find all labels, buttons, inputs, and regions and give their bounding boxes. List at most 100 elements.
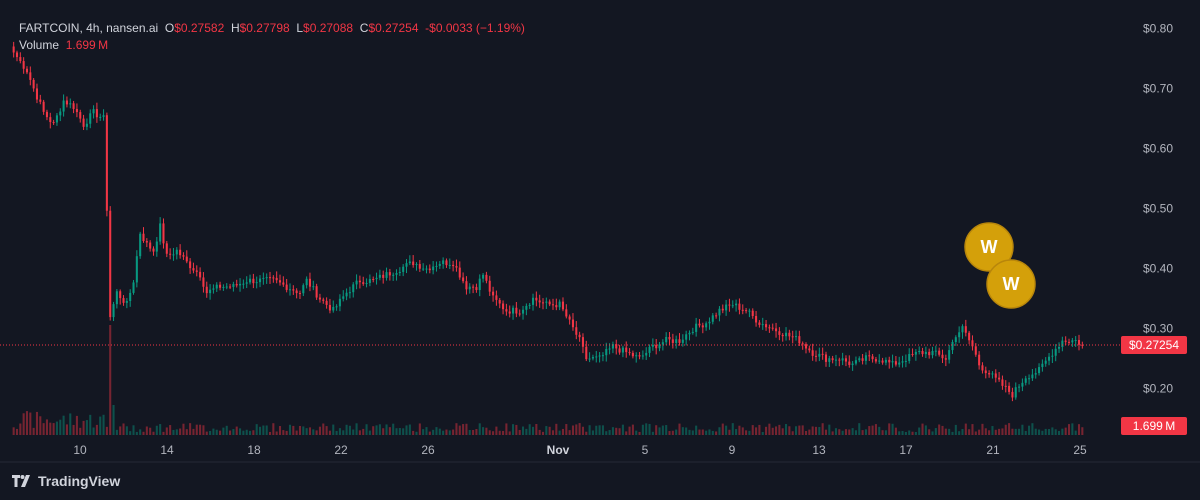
- volume-bar: [115, 429, 118, 435]
- volume-bar: [758, 424, 761, 435]
- volume-bar: [648, 423, 651, 435]
- candle-body: [601, 355, 604, 357]
- candle-body: [798, 336, 801, 344]
- candle-body: [811, 350, 814, 356]
- volume-bar: [818, 427, 821, 435]
- candle-body: [814, 355, 818, 357]
- candle-body: [685, 334, 688, 340]
- candle-body: [884, 359, 887, 363]
- volume-bar: [834, 428, 838, 435]
- candle-body: [731, 305, 734, 307]
- volume-bar: [578, 423, 581, 435]
- candle-body: [268, 277, 272, 279]
- volume-bar: [149, 427, 152, 435]
- volume-bar: [981, 423, 984, 435]
- candle-body: [681, 339, 684, 343]
- volume-bar: [345, 424, 348, 435]
- candle-body: [765, 324, 768, 328]
- candle-body: [555, 305, 558, 308]
- candle-body: [635, 355, 638, 357]
- volume-bar: [598, 425, 601, 435]
- volume-bar: [265, 425, 268, 435]
- x-tick-label: 13: [812, 443, 826, 457]
- candle-body: [442, 260, 445, 264]
- volume-bar: [878, 426, 881, 435]
- volume-bar: [1014, 428, 1017, 435]
- candle-body: [778, 331, 781, 335]
- volume-bar: [125, 426, 128, 435]
- volume-bar: [295, 430, 298, 435]
- candle-body: [49, 117, 52, 123]
- time-axis: 10 14 18 22 26 Nov 5 9 13 17 21 25: [73, 443, 1087, 457]
- volume-bar: [871, 425, 874, 435]
- volume-bar: [25, 411, 29, 435]
- candle-body: [412, 261, 415, 266]
- volume-bar: [575, 424, 578, 435]
- candle-body: [365, 282, 368, 284]
- volume-bar: [748, 430, 751, 435]
- candle-body: [548, 301, 551, 305]
- volume-bar: [545, 426, 548, 435]
- candle-body: [382, 274, 385, 278]
- candle-body: [425, 268, 428, 270]
- volume-bar: [1028, 425, 1031, 435]
- x-tick-label: 25: [1073, 443, 1087, 457]
- volume-bar: [908, 430, 911, 435]
- volume-bar: [828, 424, 831, 435]
- volume-bar: [581, 426, 584, 435]
- candle-body: [129, 292, 132, 302]
- candle-body: [398, 271, 401, 274]
- volume-bar: [162, 431, 165, 435]
- volume-bar: [175, 429, 178, 435]
- volume-bar: [678, 423, 681, 435]
- volume-bar: [215, 429, 218, 435]
- volume-bar: [472, 429, 475, 435]
- volume-bar: [59, 419, 62, 435]
- volume-bar: [65, 424, 68, 435]
- ohlc-row: FARTCOIN, 4h, nansen.ai O$0.27582 H$0.27…: [19, 20, 525, 36]
- volume-bar: [398, 427, 401, 435]
- candle-body: [971, 340, 974, 347]
- volume-bar: [778, 424, 781, 435]
- volume-bar: [132, 425, 135, 435]
- candle-body: [325, 300, 328, 305]
- volume-bar: [968, 429, 971, 435]
- candle-body: [222, 286, 225, 288]
- volume-bar: [209, 430, 212, 435]
- volume-bar: [199, 424, 202, 435]
- candle-body: [641, 355, 644, 357]
- volume-bar: [292, 425, 295, 435]
- close-value: $0.27254: [368, 21, 419, 35]
- x-tick-label: Nov: [547, 443, 570, 457]
- candle-body: [115, 291, 118, 305]
- volume-bar: [761, 431, 764, 435]
- volume-bar: [1024, 430, 1027, 435]
- volume-bar: [645, 423, 648, 435]
- volume-bar: [318, 426, 321, 435]
- volume-bar: [502, 430, 505, 435]
- volume-bar: [824, 429, 828, 435]
- candle-body: [715, 315, 718, 317]
- volume-bar: [721, 423, 724, 435]
- candle-body: [628, 352, 631, 354]
- candle-body: [122, 298, 125, 303]
- candle-body: [495, 295, 498, 300]
- volume-bar: [249, 430, 252, 435]
- chart-panel[interactable]: $0.80 $0.70 $0.60 $0.50 $0.40 $0.30 $0.20 10 14…: [0, 0, 1200, 463]
- volume-bar: [395, 428, 398, 435]
- candle-body: [342, 296, 345, 299]
- volume-bar: [22, 413, 25, 435]
- volume-bar: [99, 416, 102, 435]
- candle-body: [278, 280, 282, 283]
- candle-body: [112, 304, 115, 318]
- volume-bar: [139, 429, 142, 435]
- volume-bar: [728, 429, 731, 435]
- volume-bar: [944, 428, 947, 435]
- price-chart[interactable]: $0.80 $0.70 $0.60 $0.50 $0.40 $0.30 $0.20 10 14…: [0, 0, 1200, 461]
- candle-body: [1018, 386, 1021, 388]
- volume-bar: [555, 423, 558, 435]
- candle-body: [212, 288, 215, 290]
- chart-legend: FARTCOIN, 4h, nansen.ai O$0.27582 H$0.27…: [19, 20, 525, 53]
- tradingview-brand[interactable]: TradingView: [12, 473, 120, 489]
- volume-bar: [618, 428, 621, 435]
